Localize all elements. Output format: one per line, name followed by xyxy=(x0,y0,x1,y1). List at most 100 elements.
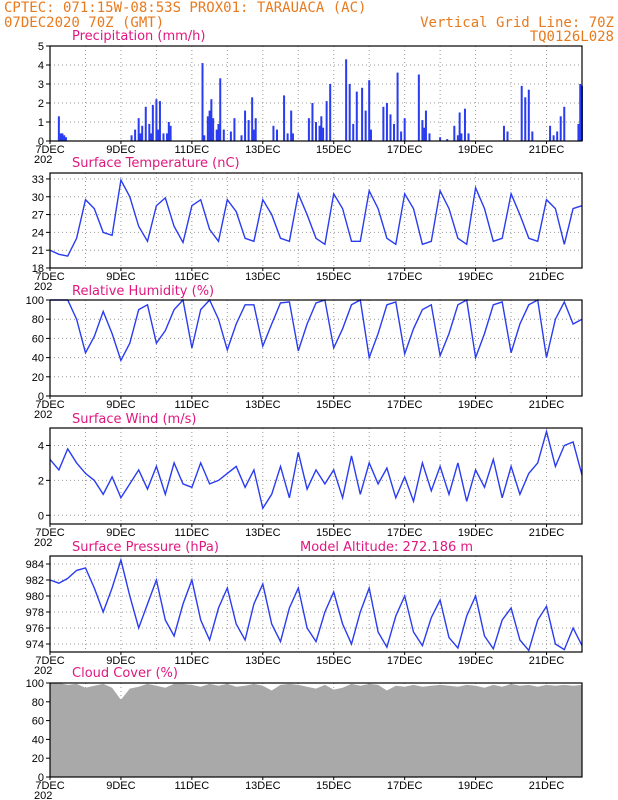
x-tick-label: 13DEC xyxy=(245,527,281,539)
x-tick-label: 17DEC xyxy=(387,399,423,411)
x-tick-label: 15DEC xyxy=(316,144,352,156)
panel-precipitation: Precipitation (mm/h) 0 1 2 3 4 5 7DEC 9DEC 11DEC… xyxy=(34,29,583,166)
x-tick-label: 17DEC xyxy=(387,527,423,539)
x-tick-label: 17DEC xyxy=(387,271,423,283)
precip-bar xyxy=(368,80,371,141)
x-tick-label: 19DEC xyxy=(458,271,494,283)
precip-bar xyxy=(210,99,213,141)
wind-series-line xyxy=(49,428,583,511)
title-cloud-cover: Cloud Cover (%) xyxy=(72,666,178,681)
precip-bar xyxy=(229,131,232,141)
x-tick-label: 9DEC xyxy=(106,144,135,156)
x-tick-label: 11DEC xyxy=(175,780,210,792)
x-year-fragment: 202 xyxy=(34,154,52,166)
temperature-series-line xyxy=(49,177,583,257)
precip-bar xyxy=(556,131,559,141)
precip-bar xyxy=(167,122,170,141)
title-pressure: Surface Pressure (hPa) xyxy=(72,540,219,555)
y-tick-label: 80 xyxy=(32,314,44,326)
y-tick-label: 18 xyxy=(32,263,44,275)
x-tick-label: 17DEC xyxy=(387,655,423,667)
y-tick-label: 40 xyxy=(32,353,44,365)
precip-bar xyxy=(329,84,332,141)
x-tick-label: 21DEC xyxy=(529,271,565,283)
precip-bar xyxy=(463,108,466,141)
x-tick-label: 9DEC xyxy=(106,271,135,283)
precip-bar xyxy=(579,84,582,141)
precip-bar xyxy=(155,99,158,141)
panel-temperature: Surface Temperature (nC) 18 21 24 27 30 33 7DE… xyxy=(32,156,583,293)
precip-bar xyxy=(217,123,220,141)
precip-bar xyxy=(137,118,140,141)
precip-bar xyxy=(382,106,385,141)
x-year-fragment: 202 xyxy=(34,409,52,421)
precip-bar xyxy=(251,97,254,141)
x-tick-label: 7DEC xyxy=(35,144,64,156)
x-tick-label: 11DEC xyxy=(175,655,210,667)
x-tick-label: 13DEC xyxy=(245,144,281,156)
panel-humidity: Relative Humidity (%) 0 20 40 60 80 100 7DEC 9D… xyxy=(26,284,583,421)
x-tick-label: 7DEC xyxy=(35,527,64,539)
precip-bar xyxy=(247,120,250,141)
precip-bar xyxy=(315,122,317,141)
precip-bar xyxy=(157,129,160,141)
precip-bar xyxy=(311,103,314,141)
x-year-fragment: 202 xyxy=(34,665,52,677)
precip-bar xyxy=(361,87,364,141)
y-tick-label: 24 xyxy=(32,227,44,239)
y-tick-label: 60 xyxy=(32,716,44,728)
precip-bar xyxy=(130,135,133,141)
y-tick-label: 982 xyxy=(26,575,44,587)
precip-bar xyxy=(428,133,431,141)
x-tick-label: 13DEC xyxy=(245,780,281,792)
x-tick-label: 21DEC xyxy=(529,144,565,156)
precip-bar xyxy=(424,110,427,141)
precip-bar xyxy=(254,118,257,141)
cloud-cover-area xyxy=(50,683,582,777)
precip-bar xyxy=(57,116,60,141)
y-tick-label: 0 xyxy=(38,136,44,148)
precip-bar xyxy=(272,125,275,141)
precip-bar xyxy=(355,91,358,141)
y-tick-label: 984 xyxy=(26,559,44,571)
x-tick-label: 11DEC xyxy=(175,144,210,156)
plot-frame xyxy=(49,45,583,142)
y-tick-label: 980 xyxy=(26,591,44,603)
precip-bar xyxy=(453,125,456,141)
precip-bar xyxy=(456,135,459,141)
x-tick-label: 19DEC xyxy=(458,780,494,792)
y-tick-label: 60 xyxy=(32,333,44,345)
plot-frame xyxy=(49,555,583,653)
plot-frame xyxy=(49,299,583,397)
y-tick-label: 978 xyxy=(26,607,44,619)
precip-bar xyxy=(201,63,204,141)
y-tick-label: 40 xyxy=(32,734,44,746)
x-tick-label: 15DEC xyxy=(316,780,352,792)
y-tick-label: 20 xyxy=(32,372,44,384)
precip-bar xyxy=(389,114,392,141)
x-year-fragment: 202 xyxy=(34,790,52,800)
precip-bar xyxy=(577,123,580,141)
precip-bar xyxy=(283,95,286,141)
precip-bar xyxy=(563,106,566,141)
plot-frame xyxy=(49,427,583,525)
precip-bar xyxy=(144,106,147,141)
panel-cloud-cover: Cloud Cover (%) 0 20 40 60 80 100 7DEC 9DEC 11DE… xyxy=(26,666,583,800)
precip-bar xyxy=(320,116,323,141)
precip-bar xyxy=(150,133,153,141)
y-tick-label: 5 xyxy=(38,41,44,53)
precip-bar xyxy=(252,129,255,141)
precip-bar xyxy=(206,116,209,141)
precip-bar xyxy=(219,78,222,141)
precip-bar xyxy=(318,125,321,141)
y-tick-label: 974 xyxy=(26,639,44,651)
precip-bar xyxy=(364,110,367,141)
x-tick-label: 21DEC xyxy=(529,780,565,792)
x-tick-label: 21DEC xyxy=(529,527,565,539)
x-tick-label: 7DEC xyxy=(35,399,64,411)
y-tick-label: 30 xyxy=(32,192,44,204)
precip-bar xyxy=(244,110,247,141)
plot-frame xyxy=(49,172,583,269)
x-year-fragment: 202 xyxy=(34,281,52,293)
y-tick-label: 2 xyxy=(38,475,44,487)
